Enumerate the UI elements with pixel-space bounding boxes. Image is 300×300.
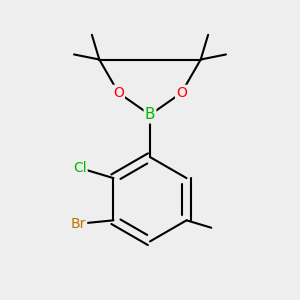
Text: O: O — [113, 86, 124, 100]
Text: Cl: Cl — [73, 161, 87, 175]
Text: Br: Br — [71, 217, 86, 231]
Text: O: O — [176, 86, 187, 100]
Text: B: B — [145, 107, 155, 122]
